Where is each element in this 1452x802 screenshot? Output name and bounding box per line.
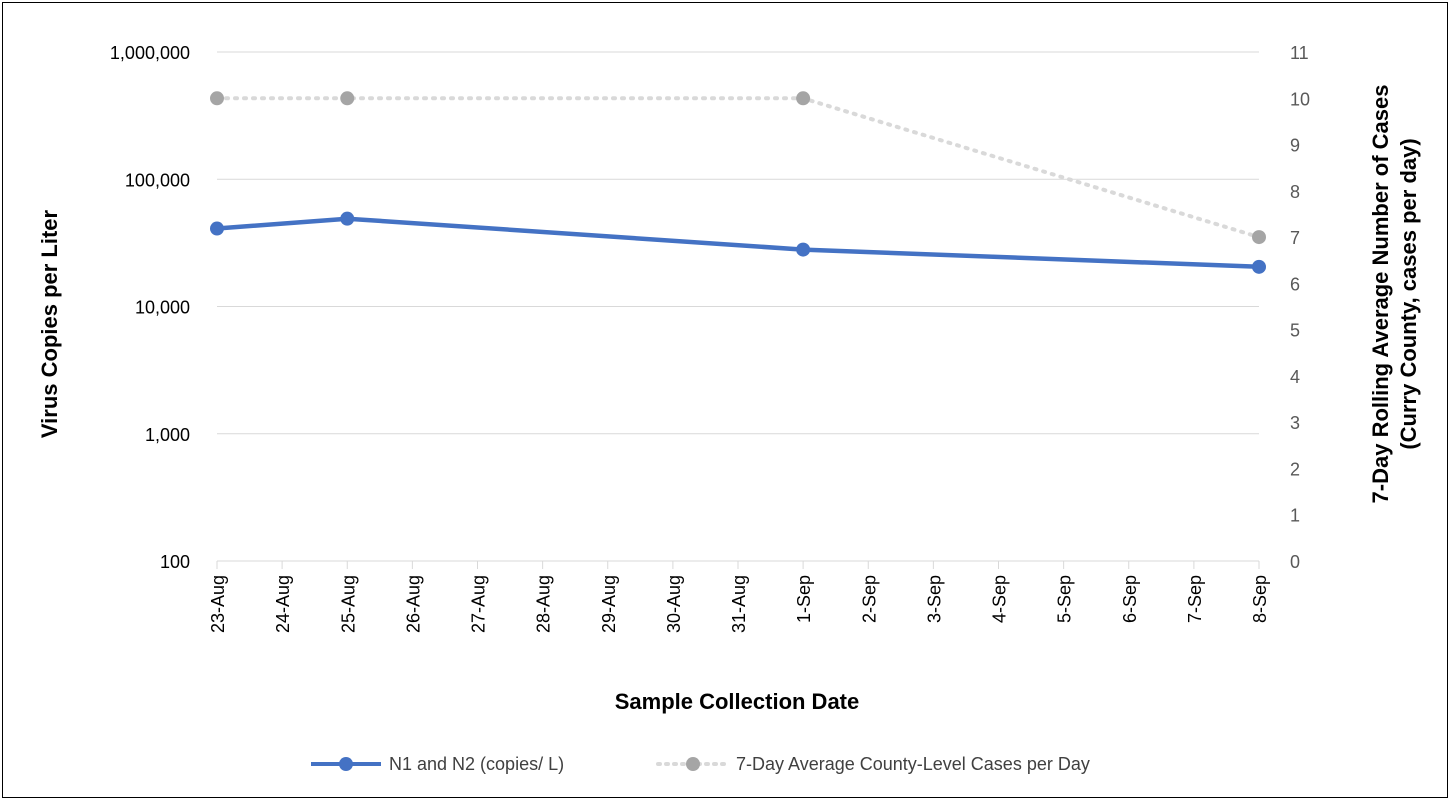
legend: N1 and N2 (copies/ L) 7-Day Average Coun…	[311, 754, 1090, 774]
y2-tick-label-2: 2	[1290, 459, 1300, 479]
y2-tick-label-8: 8	[1290, 182, 1300, 202]
y-tick-label-0: 100	[160, 552, 190, 572]
x-tick-label-5: 28-Aug	[534, 575, 554, 633]
x-tick-label-2: 25-Aug	[338, 575, 358, 633]
y2-tick-label-5: 5	[1290, 321, 1300, 341]
x-tick-label-10: 2-Sep	[859, 575, 879, 623]
x-tick-label-4: 27-Aug	[469, 575, 489, 633]
y-axis-title: Virus Copies per Liter	[37, 209, 62, 438]
y2-axis-title-line2: (Curry County, cases per day)	[1396, 138, 1421, 449]
x-tick-label-6: 29-Aug	[599, 575, 619, 633]
series-1-point-2	[796, 91, 811, 106]
series-layer	[210, 91, 1266, 274]
x-tick-label-9: 1-Sep	[794, 575, 814, 623]
y2-tick-label-4: 4	[1290, 367, 1300, 387]
series-0-point-0	[210, 221, 224, 236]
legend-marker-cases	[686, 757, 700, 771]
x-axis-title: Sample Collection Date	[615, 689, 860, 714]
x-tick-label-8: 31-Aug	[729, 575, 749, 633]
series-line-1	[215, 96, 1261, 240]
x-tick-label-1: 24-Aug	[273, 575, 293, 633]
x-tick-label-11: 3-Sep	[924, 575, 944, 623]
y-tick-label-1: 1,000	[145, 425, 190, 445]
legend-marker-n1-n2	[339, 757, 353, 771]
y2-tick-label-10: 10	[1290, 89, 1310, 109]
legend-item-n1-n2: N1 and N2 (copies/ L)	[311, 754, 564, 774]
series-1-point-3	[1252, 230, 1266, 245]
y2-tick-label-6: 6	[1290, 274, 1300, 294]
series-1-point-0	[210, 91, 224, 106]
y2-tick-label-11: 11	[1290, 43, 1309, 63]
y2-axis-title-line1: 7-Day Rolling Average Number of Cases	[1368, 85, 1393, 504]
y-tick-label-3: 100,000	[125, 170, 190, 190]
y-tick-label-4: 1,000,000	[110, 43, 190, 63]
axis-layer	[216, 560, 1260, 569]
y2-tick-label-3: 3	[1290, 413, 1300, 433]
y2-tick-label-9: 9	[1290, 136, 1300, 156]
x-tick-label-12: 4-Sep	[990, 575, 1010, 623]
y2-tick-label-1: 1	[1290, 506, 1300, 526]
y2-tick-label-7: 7	[1290, 228, 1300, 248]
x-tick-label-16: 8-Sep	[1250, 575, 1270, 623]
legend-label-cases: 7-Day Average County-Level Cases per Day	[736, 754, 1090, 774]
legend-item-cases: 7-Day Average County-Level Cases per Day	[656, 754, 1090, 774]
x-tick-label-14: 6-Sep	[1120, 575, 1140, 623]
series-0-point-2	[796, 242, 811, 257]
y2-tick-label-0: 0	[1290, 552, 1300, 572]
series-0-point-1	[340, 211, 355, 226]
x-tick-label-7: 30-Aug	[664, 575, 684, 633]
series-line-0	[214, 216, 1262, 270]
grid-layer	[217, 51, 1259, 435]
x-tick-label-0: 23-Aug	[208, 575, 228, 633]
label-layer: 100 1,000 10,000 100,000 1,000,000 0 1 2 3 4 5 6 7 8 9…	[110, 43, 1310, 633]
x-tick-label-15: 7-Sep	[1185, 575, 1205, 623]
legend-label-n1-n2: N1 and N2 (copies/ L)	[389, 754, 564, 774]
x-tick-label-13: 5-Sep	[1055, 575, 1075, 623]
series-1-point-1	[340, 91, 355, 106]
series-0-point-3	[1252, 259, 1266, 274]
x-tick-label-3: 26-Aug	[403, 575, 423, 633]
y-tick-label-2: 10,000	[135, 298, 190, 318]
